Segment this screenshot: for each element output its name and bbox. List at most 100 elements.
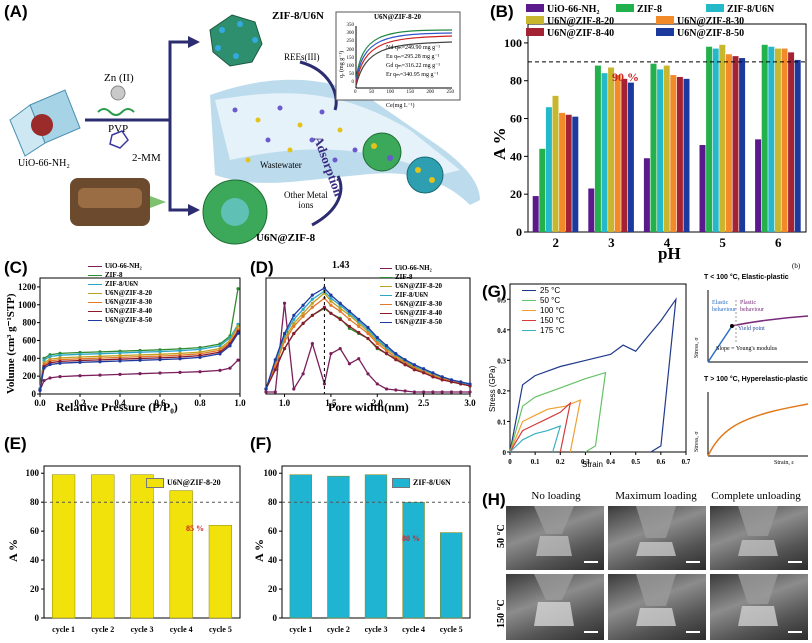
series-line [39, 325, 239, 390]
data-point [431, 371, 435, 375]
data-point [58, 353, 62, 357]
y-tick-label: 80 [268, 497, 278, 507]
schematic-corner: (b) [792, 262, 801, 270]
data-point [366, 336, 370, 341]
panel-h: (H) No loading Maximum loading Complete … [480, 488, 812, 643]
legend-d-text: U6N@ZIF-8-30 [395, 300, 442, 308]
legend-text: U6N@ZIF-8-40 [547, 28, 615, 39]
zif-label: ZIF-8/U6N [272, 10, 324, 22]
bar [725, 54, 732, 232]
bar [706, 46, 713, 232]
y-tick-label: 400 [23, 353, 37, 363]
legend-g-text: 175 °C [540, 326, 565, 335]
bar [683, 78, 690, 232]
legend-c-swatch [88, 292, 102, 294]
bar [539, 148, 546, 232]
panel-c: (C) 0.0 0.2 0.4 0.6 0.8 1.0 0 200 400 600 800 1000 1… [0, 258, 248, 428]
data-point [449, 378, 454, 382]
legend-swatch [656, 16, 674, 24]
panel-g: (G) 0 0.1 0.2 0.3 0.4 0.5 0.6 0.7 0 0.1 0.2 0.3 0.4 0… [480, 262, 812, 488]
legend-c-3: U6N@ZIF-8-20 [88, 289, 152, 298]
y-tick-label: 20 [268, 584, 278, 594]
x-tick-label: 6 [775, 235, 782, 250]
y-tick-label: 100 [264, 468, 278, 478]
cycle-chart-f: 0 20 40 60 80 100 cycle 1 cycle 2 cycle 3 cycle 4… [264, 465, 471, 634]
x-tick-label: 2.0 [372, 398, 384, 408]
legend-d-swatch [380, 303, 392, 305]
panel-d-peak-label: 1.43 [332, 260, 350, 271]
legend-d-swatch [380, 276, 392, 278]
data-point [375, 341, 379, 346]
elastic-word: Elastic [712, 300, 729, 306]
x-tick-label: 4 [664, 235, 671, 250]
panel-f: (F) 0 20 40 60 80 100 cycle 1 cycle 2 cycle 3 cyc… [248, 432, 476, 643]
panel-e-label: (E) [4, 434, 27, 453]
panel-d-label: (D) [250, 258, 274, 277]
legend-g-swatch [522, 320, 536, 322]
y-tick-label: 800 [23, 318, 37, 328]
data-point [282, 347, 287, 351]
legend-d-text: UiO-66-NH₂ [395, 264, 432, 272]
legend-c-text: U6N@ZIF-8-50 [105, 316, 152, 324]
data-point [338, 301, 342, 305]
bar [169, 490, 193, 619]
bar [208, 525, 233, 619]
data-point [366, 325, 370, 330]
x-tick-label: 0.5 [631, 458, 640, 466]
data-point [301, 307, 305, 311]
data-point [403, 358, 407, 362]
pvp-label: PVP [108, 123, 129, 135]
legend-item-40: U6N@ZIF-8-40 [526, 28, 616, 39]
legend-g-swatch [522, 330, 536, 332]
legend-d-5: U6N@ZIF-8-40 [380, 309, 442, 318]
x-tick-label: cycle 4 [170, 625, 193, 634]
inset-ytick: 200 [346, 47, 355, 53]
bar [774, 48, 781, 232]
inset-xticks: 0 50 100 150 200 250 [354, 90, 454, 95]
legend-c-text: U6N@ZIF-8-20 [105, 289, 152, 297]
adsorbed-particle-1 [362, 132, 402, 172]
legend-d-swatch [380, 285, 392, 287]
inset-xtick: 150 [406, 90, 415, 95]
panel-h-label: (H) [482, 490, 506, 509]
y-tick-label: 0.1 [497, 418, 506, 426]
bar [402, 501, 425, 619]
data-point [329, 293, 333, 297]
inset-ytick: 250 [346, 39, 355, 45]
rees-arrow [299, 60, 338, 111]
header-unloading: Complete unloading [711, 490, 801, 502]
bar [601, 73, 608, 232]
legend-swatch [656, 28, 674, 36]
legend-swatch [706, 4, 724, 12]
data-point [236, 287, 240, 291]
y-tick-label: 60 [30, 526, 40, 536]
bar [670, 75, 677, 233]
legend-g-4: 175 °C [522, 326, 565, 336]
legend-c-5: U6N@ZIF-8-40 [88, 307, 152, 316]
data-point [310, 341, 314, 346]
x-tick-label: 5 [719, 235, 726, 250]
other-metal-line2: ions [298, 200, 314, 210]
schematic-xlabel: Strain, ε [774, 460, 794, 466]
legend-d-swatch [380, 294, 392, 296]
panel-a-schematic [9, 11, 480, 245]
data-point [42, 379, 46, 383]
data-point [282, 339, 287, 344]
series-line [39, 288, 239, 389]
schematic-elastic: Elastic behaviour [712, 300, 736, 314]
legend-d-text: U6N@ZIF-8-20 [395, 282, 442, 290]
series-line [509, 371, 607, 453]
data-point [357, 324, 361, 329]
inset-ytick: 150 [346, 55, 355, 61]
legend-d-4: U6N@ZIF-8-30 [380, 300, 442, 309]
bar [621, 78, 628, 232]
data-point [273, 358, 277, 362]
data-point [403, 389, 407, 393]
data-point [118, 351, 122, 355]
x-tick-label: 0.6 [154, 398, 166, 408]
other-metal-line1: Other Metal [284, 190, 328, 200]
data-point [310, 293, 314, 297]
data-point [301, 303, 305, 307]
panel-e-legend: U6N@ZIF-8-20 [146, 478, 221, 489]
panel-g-label: (G) [482, 282, 507, 301]
